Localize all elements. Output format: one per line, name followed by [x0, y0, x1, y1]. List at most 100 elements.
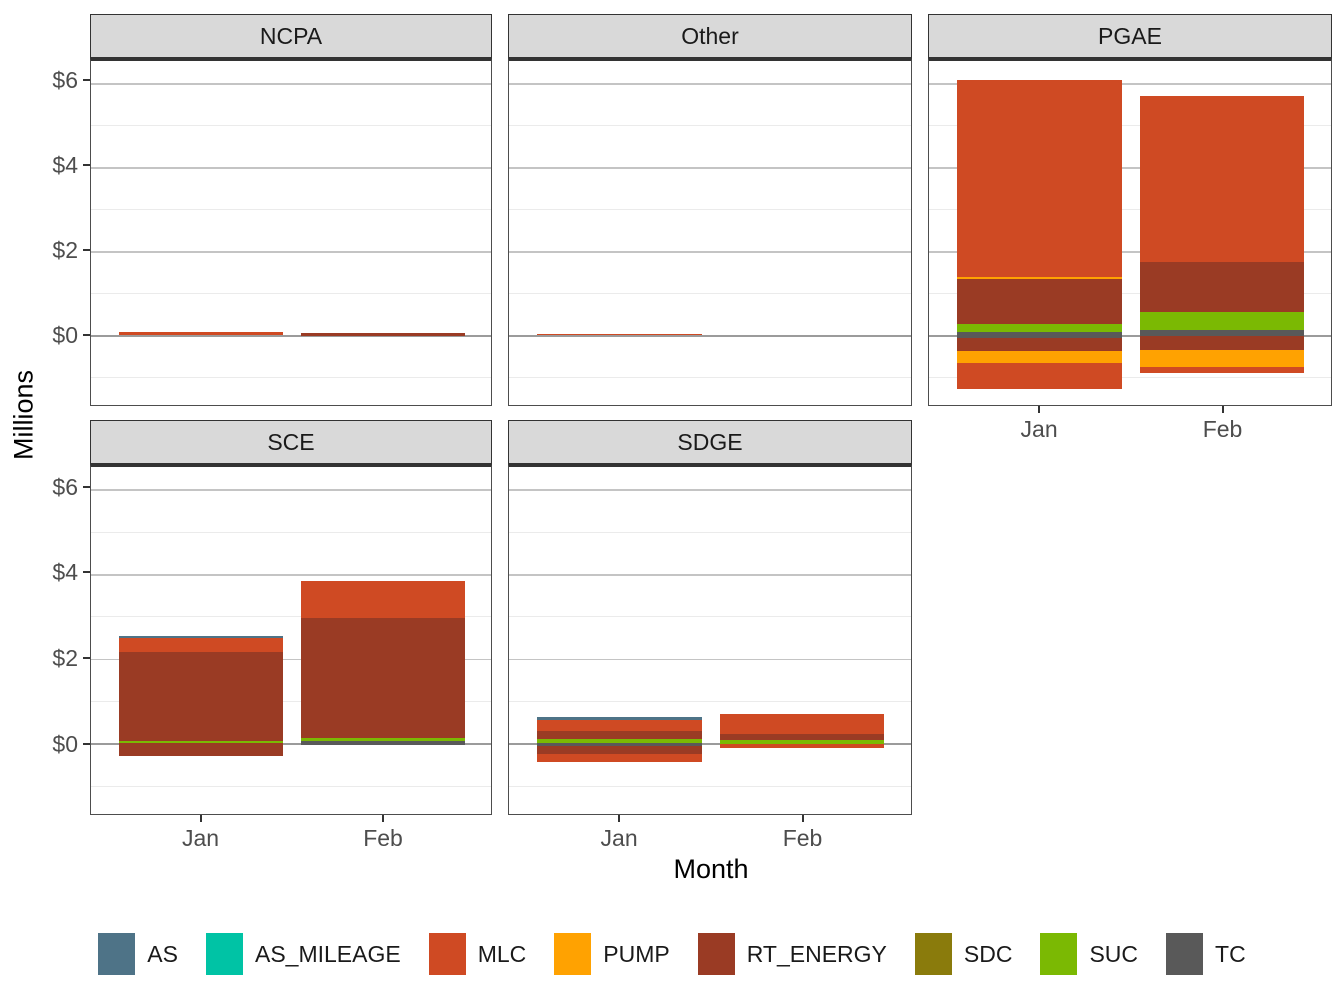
- gridline-major: [509, 83, 911, 85]
- gridline-minor: [91, 616, 491, 618]
- x-tick-mark: [801, 815, 804, 822]
- x-tick-label: Jan: [182, 825, 220, 851]
- bar-segment-SUC: [719, 739, 885, 745]
- legend-swatch-AS: [98, 933, 136, 975]
- facet-panel-SDGE: [508, 464, 912, 815]
- x-tick-label: Feb: [363, 825, 403, 851]
- bar-segment-RT_ENERGY: [537, 746, 702, 755]
- legend-label-SDC: SDC: [963, 940, 1013, 967]
- y-tick-label: $0: [52, 730, 78, 757]
- legend-label-RT_ENERGY: RT_ENERGY: [746, 940, 887, 967]
- bar-segment-MLC: [1139, 367, 1305, 374]
- gridline-minor: [91, 531, 491, 533]
- y-tick-mark: [83, 656, 90, 659]
- bar-PGAE-Jan: [957, 61, 1122, 405]
- x-tick-label: Feb: [1202, 416, 1243, 442]
- gridline-major: [91, 83, 491, 85]
- bar-segment-SUC: [1139, 312, 1305, 330]
- bar-segment-MLC: [957, 80, 1122, 277]
- legend-label-AS: AS: [147, 940, 178, 967]
- gridline-minor: [509, 701, 911, 702]
- bar-segment-MLC: [1139, 96, 1305, 262]
- bar-segment-RT_ENERGY: [300, 332, 465, 337]
- legend-swatch-MLC: [428, 933, 466, 975]
- gridline-minor: [91, 376, 491, 378]
- bar-NCPA-Jan: [119, 61, 283, 405]
- y-axis-title: Millions: [8, 369, 39, 460]
- facet-panel-SCE: [90, 464, 492, 815]
- facet-title: NCPA: [259, 22, 323, 49]
- bar-segment-RT_ENERGY: [119, 743, 283, 756]
- legend-item-PUMP: PUMP: [554, 933, 670, 975]
- bar-segment-RT_ENERGY: [1139, 336, 1305, 351]
- x-tick-mark: [382, 815, 385, 822]
- y-tick-mark: [83, 79, 90, 82]
- facet-strip-SDGE: SDGE: [508, 420, 912, 464]
- y-tick-label: $2: [52, 237, 78, 264]
- y-tick-label: $6: [52, 473, 78, 500]
- bar-segment-RT_ENERGY: [300, 618, 465, 738]
- facet-panel-PGAE: [928, 58, 1332, 406]
- facet-strip-NCPA: NCPA: [90, 14, 492, 58]
- gridline-minor: [91, 701, 491, 702]
- bar-PGAE-Feb: [1139, 61, 1305, 405]
- gridline-minor: [509, 209, 911, 211]
- bar-segment-SUC: [957, 324, 1122, 333]
- bar-segment-RT_ENERGY: [1139, 261, 1305, 313]
- legend-label-AS_MILEAGE: AS_MILEAGE: [254, 940, 401, 967]
- y-tick-mark: [83, 742, 90, 745]
- y-tick-label: $2: [52, 644, 78, 671]
- legend-item-MLC: MLC: [428, 933, 527, 975]
- gridline-major: [929, 83, 1331, 85]
- legend-label-MLC: MLC: [477, 940, 527, 967]
- x-tick-label: Jan: [1020, 416, 1058, 442]
- facet-strip-Other: Other: [508, 14, 912, 58]
- gridline-major: [509, 489, 911, 491]
- bar-segment-MLC: [300, 580, 465, 619]
- gridline-major: [509, 574, 911, 576]
- gridline-major: [929, 251, 1331, 253]
- x-tick-label: Feb: [782, 825, 823, 851]
- gridline-major: [91, 251, 491, 253]
- bar-SCE-Jan: [119, 467, 283, 814]
- bar-SDGE-Feb: [719, 467, 885, 814]
- bar-segment-MLC: [537, 754, 702, 762]
- x-tick-mark: [1221, 406, 1224, 413]
- bar-segment-MLC: [957, 363, 1122, 390]
- facet-title: SDGE: [677, 428, 743, 455]
- gridline-zero: [91, 334, 491, 337]
- legend-item-SDC: SDC: [914, 933, 1013, 975]
- bar-segment-AS: [119, 636, 283, 639]
- bar-segment-MLC: [537, 719, 702, 732]
- gridline-minor: [929, 292, 1331, 294]
- gridline-minor: [929, 209, 1331, 211]
- bar-segment-MLC: [119, 331, 283, 335]
- bar-SDGE-Jan: [537, 467, 702, 814]
- facet-strip-PGAE: PGAE: [928, 14, 1332, 58]
- gridline-minor: [509, 616, 911, 618]
- facet-panel-NCPA: [90, 58, 492, 406]
- bar-segment-RT_ENERGY: [537, 731, 702, 739]
- gridline-zero: [929, 334, 1331, 337]
- legend-label-SUC: SUC: [1089, 940, 1139, 967]
- bar-segment-PUMP: [957, 350, 1122, 364]
- legend-swatch-PUMP: [554, 933, 592, 975]
- y-tick-mark: [83, 334, 90, 337]
- facet-title: PGAE: [1098, 22, 1162, 49]
- bar-SCE-Feb: [300, 467, 465, 814]
- bar-segment-AS: [537, 717, 702, 720]
- x-tick-mark: [1038, 406, 1041, 413]
- bar-segment-SUC: [300, 737, 465, 741]
- bar-segment-RT_ENERGY: [119, 652, 283, 741]
- y-tick-mark: [83, 485, 90, 488]
- bar-segment-SUC: [119, 740, 283, 744]
- bar-segment-RT_ENERGY: [957, 279, 1122, 325]
- gridline-major: [929, 167, 1331, 169]
- gridline-major: [509, 251, 911, 253]
- legend-item-TC: TC: [1166, 933, 1246, 975]
- y-tick-label: $0: [52, 322, 78, 349]
- gridline-major: [91, 574, 491, 576]
- bar-segment-TC: [957, 332, 1122, 339]
- legend-item-RT_ENERGY: RT_ENERGY: [697, 933, 887, 975]
